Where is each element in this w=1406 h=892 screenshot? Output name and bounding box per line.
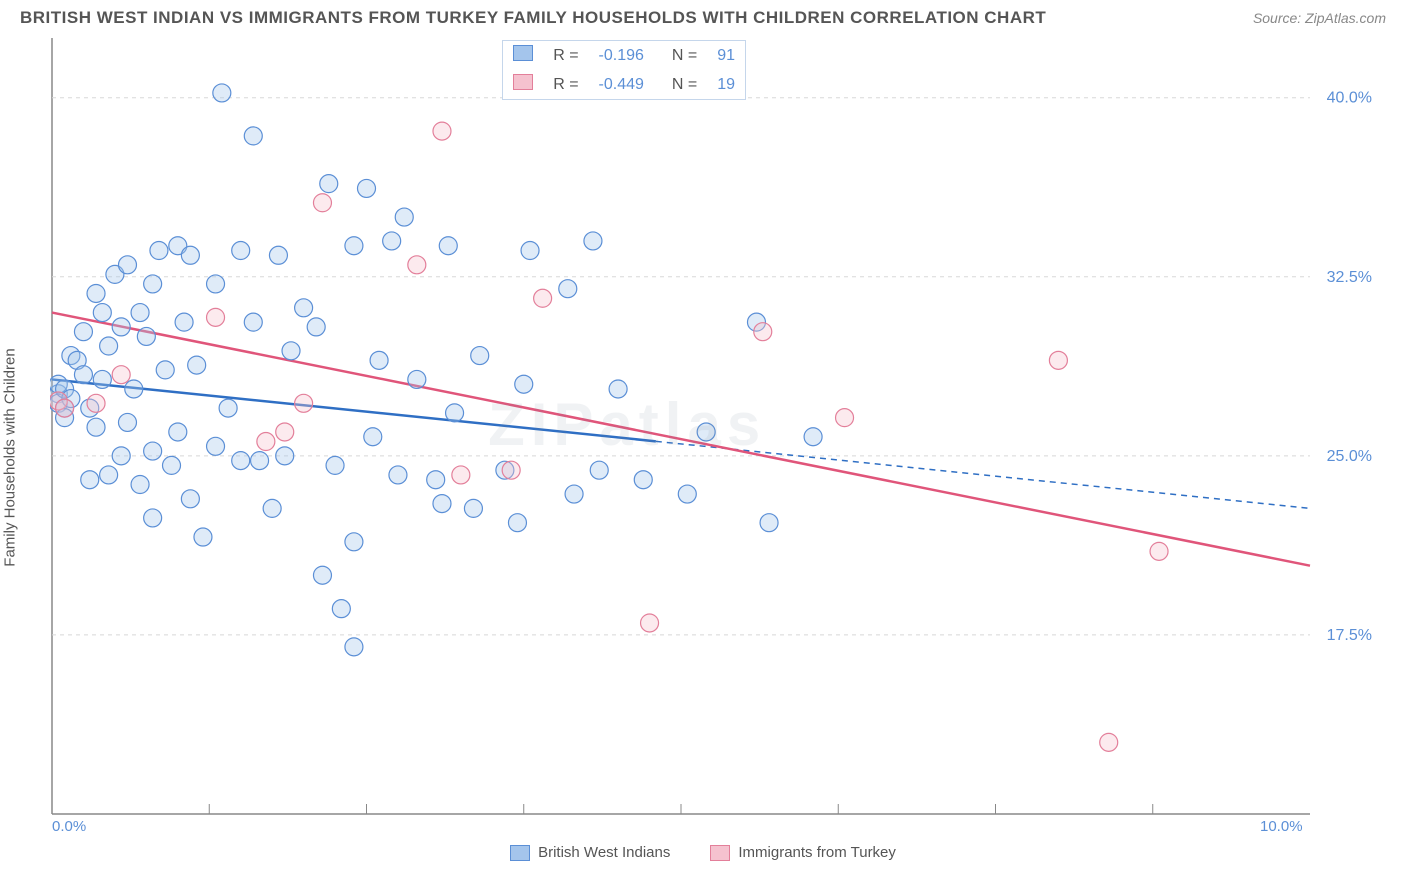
chart-wrapper: Family Households with Children 17.5%25.…	[20, 36, 1386, 861]
chart-title: BRITISH WEST INDIAN VS IMMIGRANTS FROM T…	[20, 8, 1046, 28]
svg-text:25.0%: 25.0%	[1327, 448, 1372, 465]
plot-area: 17.5%25.0%32.5%40.0% ZIPatlas R =-0.196N…	[50, 36, 1386, 816]
legend-label: British West Indians	[538, 844, 670, 861]
stats-legend: R =-0.196N =91R =-0.449N =19	[502, 40, 746, 100]
legend-item: British West Indians	[510, 844, 670, 861]
legend-swatch	[510, 845, 530, 861]
y-axis-label: Family Households with Children	[2, 348, 19, 566]
x-tick-label: 0.0%	[52, 818, 86, 835]
x-axis-ticks: 0.0% 10.0%	[50, 816, 1380, 838]
bottom-legend: British West Indians Immigrants from Turk…	[20, 844, 1386, 861]
title-bar: BRITISH WEST INDIAN VS IMMIGRANTS FROM T…	[0, 0, 1406, 32]
legend-item: Immigrants from Turkey	[710, 844, 896, 861]
svg-text:17.5%: 17.5%	[1327, 627, 1372, 644]
x-tick-label: 10.0%	[1260, 818, 1303, 835]
scatter-chart: 17.5% 25.0% 32.5% 40.0%	[50, 36, 1380, 816]
legend-label: Immigrants from Turkey	[738, 844, 896, 861]
svg-text:40.0%: 40.0%	[1327, 90, 1372, 107]
svg-text:32.5%: 32.5%	[1327, 269, 1372, 286]
legend-swatch	[710, 845, 730, 861]
source-label: Source: ZipAtlas.com	[1253, 10, 1386, 26]
